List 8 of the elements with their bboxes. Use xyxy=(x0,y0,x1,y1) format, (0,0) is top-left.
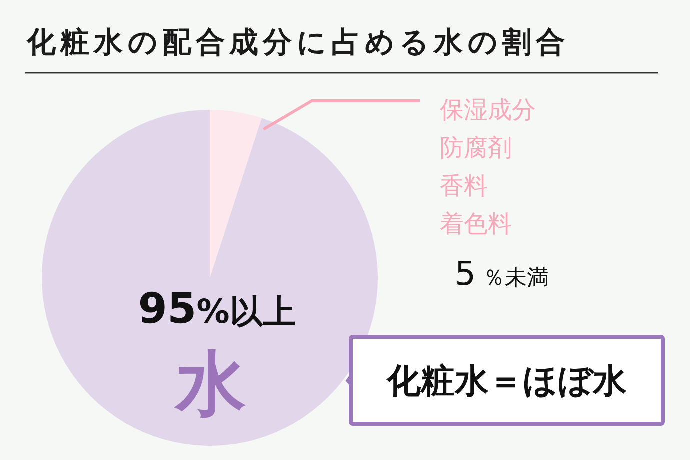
slice-label: 水 xyxy=(174,343,246,425)
pie-slice xyxy=(210,110,262,278)
pie-slice xyxy=(42,110,378,446)
chart-title: 化粧水の配合成分に占める水の割合 xyxy=(26,25,570,59)
text: 化粧水＝ほぼ水 xyxy=(386,362,627,402)
data-label: 95%以上 xyxy=(138,284,296,333)
slice-label: 保湿成分防腐剤香料着色料 xyxy=(440,96,536,238)
data-label: 5 ％未満 xyxy=(455,254,549,293)
